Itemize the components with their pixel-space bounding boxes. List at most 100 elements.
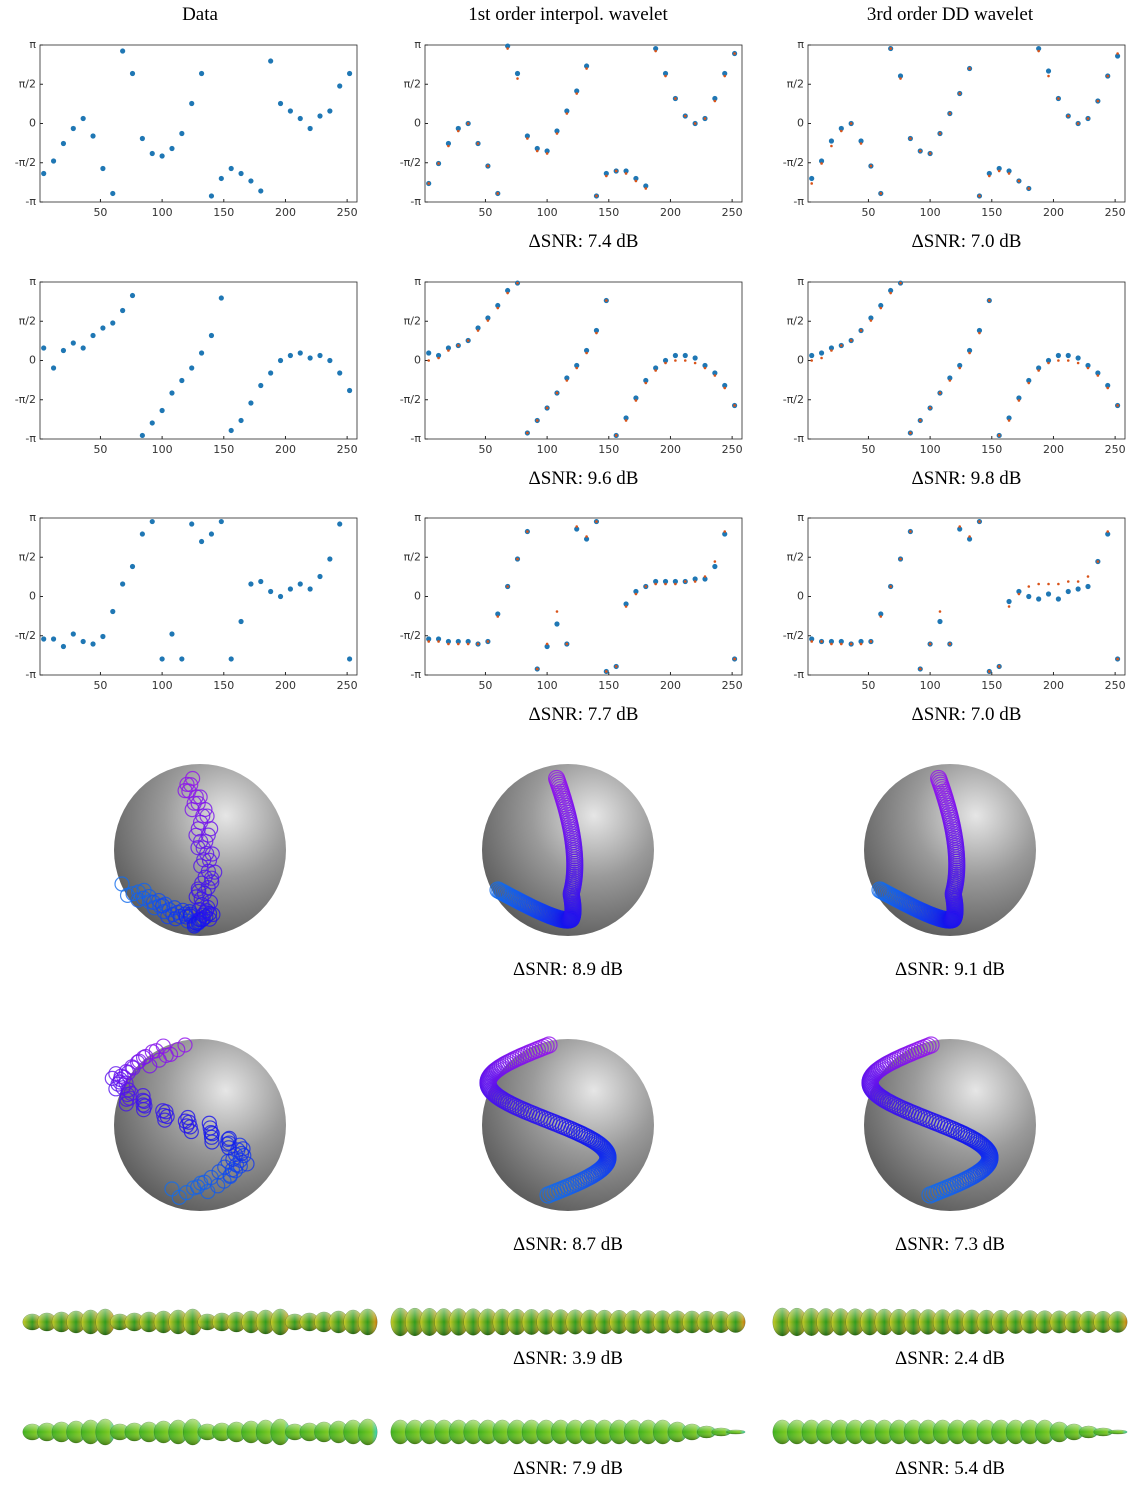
- reference-point: [526, 432, 529, 435]
- data-point: [298, 350, 303, 355]
- reference-point: [556, 132, 559, 135]
- reference-point: [1097, 560, 1100, 563]
- data-point: [199, 350, 204, 355]
- reference-point: [1067, 115, 1070, 118]
- reference-point: [870, 165, 873, 168]
- reference-point: [644, 585, 647, 588]
- y-tick-label: π/2: [787, 550, 804, 563]
- data-point: [229, 166, 234, 171]
- data-point: [41, 345, 46, 350]
- data-point: [317, 113, 322, 118]
- column-title: Data: [182, 4, 218, 25]
- tensor-shade: [726, 1311, 745, 1332]
- data-point: [258, 579, 263, 584]
- reference-point: [879, 307, 882, 310]
- y-tick-label: π: [414, 511, 421, 524]
- data-point: [809, 176, 814, 181]
- data-point: [819, 350, 824, 355]
- y-tick-label: -π/2: [15, 393, 36, 406]
- reference-point: [566, 379, 569, 382]
- reference-point: [1087, 117, 1090, 120]
- reference-point: [850, 122, 853, 125]
- x-tick-label: 50: [861, 679, 875, 692]
- reference-point: [664, 362, 667, 365]
- x-tick-label: 150: [213, 679, 234, 692]
- data-point: [288, 108, 293, 113]
- caption: ΔSNR: 9.8 dB: [912, 468, 1022, 489]
- data-point: [120, 48, 125, 53]
- data-point: [169, 631, 174, 636]
- caption: ΔSNR: 5.4 dB: [895, 1458, 1005, 1479]
- reference-point: [427, 182, 430, 185]
- reference-point: [1116, 52, 1119, 55]
- data-point: [100, 325, 105, 330]
- data-point: [81, 639, 86, 644]
- reference-point: [958, 92, 961, 95]
- data-point: [41, 636, 46, 641]
- tensor-shade: [726, 1430, 745, 1434]
- plot-area: [40, 45, 357, 202]
- reference-point: [929, 643, 932, 646]
- reference-point: [437, 357, 440, 360]
- data-point: [150, 151, 155, 156]
- reference-point: [939, 392, 942, 395]
- reference-point: [595, 195, 598, 198]
- data-point: [90, 333, 95, 338]
- reference-point: [1027, 187, 1030, 190]
- reference-point: [585, 67, 588, 70]
- reference-point: [595, 520, 598, 523]
- x-tick-label: 50: [478, 206, 492, 219]
- tensor-shade: [1108, 1311, 1127, 1332]
- reference-point: [978, 332, 981, 335]
- data-point: [199, 71, 204, 76]
- data-point: [189, 101, 194, 106]
- reference-point: [1116, 658, 1119, 661]
- tensor-row: [23, 1419, 377, 1445]
- data-point: [298, 116, 303, 121]
- x-tick-label: 50: [861, 443, 875, 456]
- x-tick-label: 200: [275, 206, 296, 219]
- reference-point: [840, 643, 843, 646]
- reference-point: [496, 192, 499, 195]
- y-tick-label: -π: [25, 195, 36, 208]
- reference-point: [714, 560, 717, 563]
- caption: ΔSNR: 7.0 dB: [912, 231, 1022, 252]
- y-tick-label: -π/2: [400, 156, 421, 169]
- reference-point: [1037, 583, 1040, 586]
- reference-point: [733, 658, 736, 661]
- reference-point: [870, 319, 873, 322]
- reference-point: [879, 615, 882, 618]
- x-tick-label: 200: [275, 443, 296, 456]
- reference-point: [516, 282, 519, 285]
- x-tick-label: 200: [660, 206, 681, 219]
- plot-area: [425, 518, 742, 675]
- data-point: [937, 619, 942, 624]
- reference-point: [939, 610, 942, 613]
- reference-point: [1057, 359, 1060, 362]
- y-tick-label: 0: [414, 590, 421, 603]
- data-point: [1066, 589, 1071, 594]
- tensor-row: [773, 1308, 1127, 1336]
- y-tick-label: -π: [25, 432, 36, 445]
- reference-point: [1037, 50, 1040, 53]
- y-tick-label: 0: [29, 117, 36, 130]
- caption: ΔSNR: 8.9 dB: [513, 959, 623, 980]
- reference-point: [879, 192, 882, 195]
- data-point: [71, 631, 76, 636]
- reference-point: [1057, 583, 1060, 586]
- x-tick-label: 250: [337, 206, 358, 219]
- reference-point: [526, 137, 529, 140]
- y-tick-label: π/2: [787, 314, 804, 327]
- x-tick-label: 200: [660, 679, 681, 692]
- x-tick-label: 100: [920, 679, 941, 692]
- data-point: [1085, 584, 1090, 589]
- reference-point: [714, 100, 717, 103]
- data-point: [150, 420, 155, 425]
- sphere-panel: [864, 764, 1036, 936]
- reference-point: [1116, 404, 1119, 407]
- reference-point: [674, 583, 677, 586]
- reference-point: [635, 593, 638, 596]
- data-point: [1046, 68, 1051, 73]
- y-tick-label: π/2: [404, 314, 421, 327]
- reference-point: [536, 419, 539, 422]
